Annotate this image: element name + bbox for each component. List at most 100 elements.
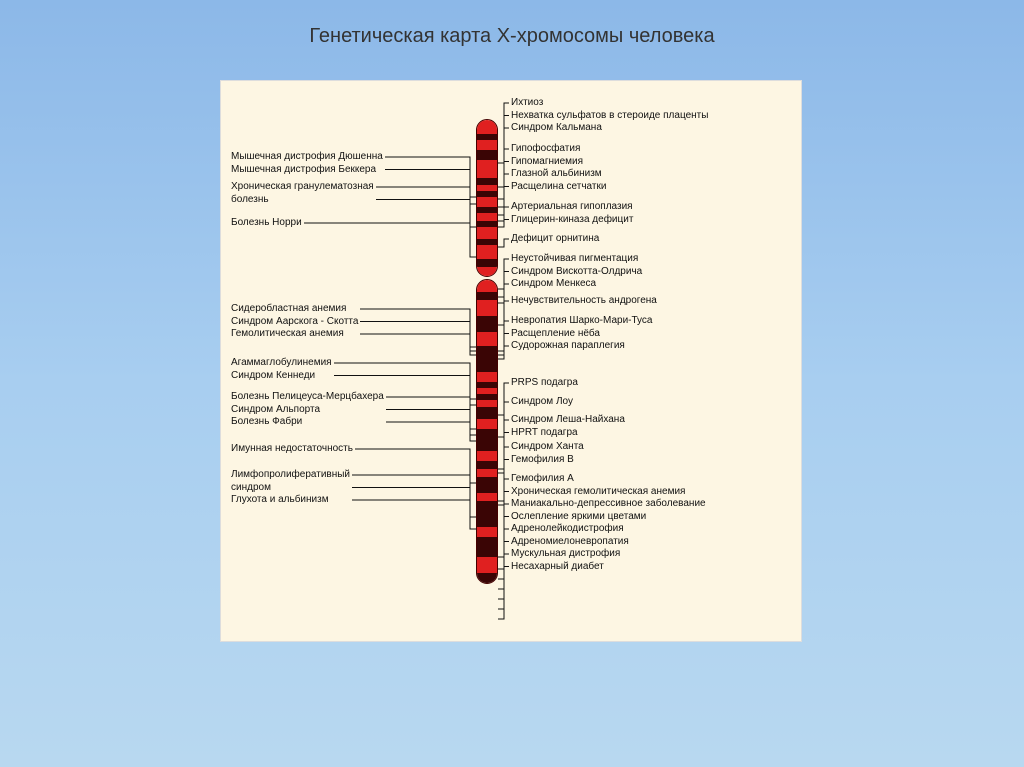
gene-label-line: Сидеробластная анемия (231, 303, 358, 316)
leader-line (386, 397, 476, 429)
gene-label-right: Синдром ХантаГемофилия B (511, 441, 584, 466)
gene-label-left: Болезнь Пелицеуса-МерцбахераСиндром Альп… (231, 391, 384, 429)
gene-label-right: Синдром Леша-НайханаHPRT подагра (511, 414, 625, 439)
page-title: Генетическая карта Х-хромосомы человека (0, 0, 1024, 48)
gene-label-line: Мышечная дистрофия Дюшенна (231, 151, 383, 164)
chromosome-band (477, 245, 497, 259)
gene-label-line: Ослепление яркими цветами (511, 511, 706, 524)
chromosome-band (477, 332, 497, 346)
gene-label-right: Невропатия Шарко-Мари-ТусаРасщепление нё… (511, 315, 652, 353)
diagram-panel: ИхтиозНехватка сульфатов в стероиде плац… (220, 80, 802, 642)
chromosome-p-arm (476, 119, 498, 277)
chromosome-band (477, 280, 497, 292)
gene-label-line: синдром (231, 482, 350, 495)
leader-line (355, 449, 476, 483)
gene-label-line: Болезнь Пелицеуса-Мерцбахера (231, 391, 384, 404)
leader-line (498, 460, 509, 506)
leader-line (360, 309, 476, 347)
leader-line (498, 567, 509, 620)
gene-label-line: Синдром Ханта (511, 441, 584, 454)
gene-label-line: Синдром Кеннеди (231, 370, 332, 383)
gene-label-line: Гемофилия B (511, 454, 584, 467)
leader-line (498, 149, 509, 187)
chromosome-band (477, 120, 497, 134)
chromosome-band (477, 213, 497, 221)
gene-label-line: Агаммаглобулинемия (231, 357, 332, 370)
chromosome-band (477, 227, 497, 239)
gene-label-line: Артериальная гипоплазия (511, 201, 633, 214)
gene-label-line: PRPS подагра (511, 377, 578, 390)
leader-line (498, 301, 509, 325)
gene-label-line: Болезнь Фабри (231, 416, 384, 429)
gene-label-left: Болезнь Норри (231, 217, 302, 230)
gene-label-line: Синдром Альпорта (231, 404, 384, 417)
gene-label-right: Дефицит орнитина (511, 233, 599, 246)
chromosome-band (477, 346, 497, 372)
gene-label-line: Неустойчивая пигментация (511, 253, 642, 266)
chromosome-band (477, 300, 497, 316)
gene-label-line: Лимфопролиферативный (231, 469, 350, 482)
gene-label-line: Нечувствительность андрогена (511, 295, 657, 308)
chromosome-band (477, 557, 497, 573)
chromosome-band (477, 197, 497, 207)
leader-line (498, 103, 509, 163)
leader-line (498, 284, 509, 303)
gene-label-right: Артериальная гипоплазияГлицерин-киназа д… (511, 201, 633, 226)
chromosome-band (477, 259, 497, 267)
gene-label-line: Хроническая гранулематозная (231, 181, 374, 194)
leader-line (498, 346, 509, 359)
leader-line (498, 542, 509, 610)
gene-label-line: Невропатия Шарко-Мари-Туса (511, 315, 652, 328)
chromosome-band (477, 493, 497, 501)
leader-line (498, 504, 509, 579)
leader-line (385, 157, 476, 197)
gene-label-right: ИхтиозНехватка сульфатов в стероиде плац… (511, 97, 708, 135)
gene-label-line: Синдром Менкеса (511, 278, 642, 291)
gene-label-line: Глазной альбинизм (511, 168, 606, 181)
gene-label-right: Синдром Лоу (511, 396, 573, 409)
chromosome-band (477, 316, 497, 332)
leader-line (376, 200, 476, 228)
gene-label-right: Неустойчивая пигментацияСиндром Вискотта… (511, 253, 642, 291)
chromosome (476, 119, 498, 584)
leader-line (498, 447, 509, 501)
chromosome-band (477, 461, 497, 469)
chromosome-band (477, 573, 497, 584)
leader-line (498, 383, 509, 415)
chromosome-band (477, 419, 497, 429)
gene-label-line: Дефицит орнитина (511, 233, 599, 246)
leader-line (498, 492, 509, 570)
chromosome-band (477, 451, 497, 461)
gene-label-line: болезнь (231, 194, 374, 207)
gene-label-line: Глицерин-киназа дефицит (511, 214, 633, 227)
chromosome-band (477, 267, 497, 277)
gene-label-line: Судорожная параплегия (511, 340, 652, 353)
leader-line (352, 475, 476, 517)
chromosome-band (477, 400, 497, 407)
gene-label-line: Гемофилия A (511, 473, 706, 486)
leader-line (498, 259, 509, 289)
gene-label-line: Болезнь Норри (231, 217, 302, 230)
leader-line (498, 116, 509, 164)
leader-line (498, 517, 509, 590)
gene-label-line: Гемолитическая анемия (231, 328, 358, 341)
leader-line (498, 554, 509, 619)
gene-label-left: Мышечная дистрофия ДюшеннаМышечная дистр… (231, 151, 383, 176)
gene-label-line: Синдром Вискотта-Олдрича (511, 266, 642, 279)
chromosome-band (477, 407, 497, 419)
chromosome-band (477, 537, 497, 557)
chromosome-band (477, 178, 497, 185)
gene-label-line: Мышечная дистрофия Беккера (231, 164, 383, 177)
gene-label-left: АгаммаглобулинемияСиндром Кеннеди (231, 357, 332, 382)
leader-line (498, 433, 509, 474)
gene-label-line: Хроническая гемолитическая анемия (511, 486, 706, 499)
leader-line (386, 422, 476, 441)
gene-label-left: Имунная недостаточность (231, 443, 353, 456)
leader-line (360, 334, 476, 355)
gene-label-line: Синдром Леша-Найхана (511, 414, 625, 427)
gene-label-line: Гипофосфатия (511, 143, 606, 156)
gene-label-line: Адренолейкодистрофия (511, 523, 706, 536)
leader-line (498, 128, 509, 163)
leader-line (385, 170, 476, 205)
chromosome-band (477, 527, 497, 537)
